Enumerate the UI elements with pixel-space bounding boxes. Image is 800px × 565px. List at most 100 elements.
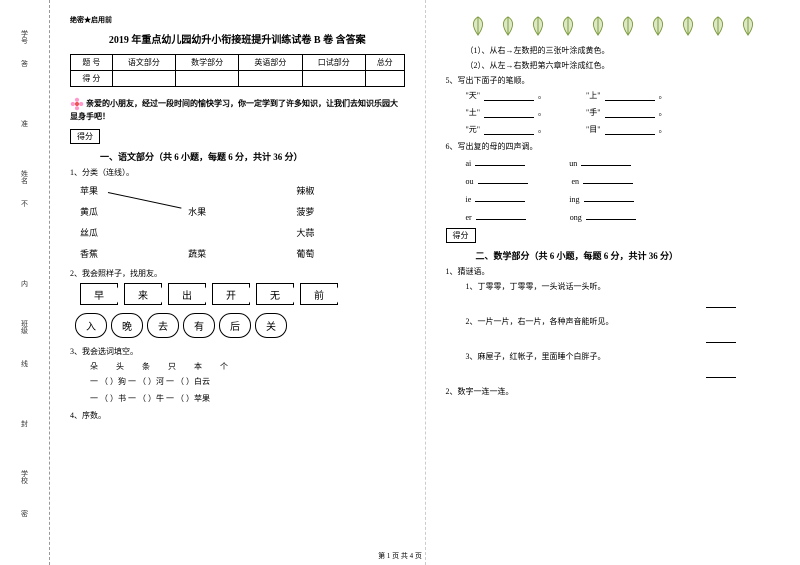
question-5: 5、写出下面子的笔顺。 (446, 75, 781, 86)
blank-line (584, 192, 634, 202)
margin-label: 班级 (20, 320, 30, 334)
blank-line (586, 210, 636, 220)
margin-hint: 答 (20, 60, 30, 67)
math-q2: 2、数字一连一连。 (446, 386, 781, 397)
score-table: 题 号 语文部分 数学部分 英语部分 口试部分 总分 得 分 (70, 54, 405, 87)
blank-line (605, 125, 655, 135)
instruction-1: （1）、从右→左数把的三张叶涂成黄色。 (466, 45, 781, 56)
flag-item: 前 (300, 283, 338, 305)
section-title: 二、数学部分（共 6 小题，每题 6 分，共计 36 分） (476, 249, 781, 262)
right-column: （1）、从右→左数把的三张叶涂成黄色。 （2）、从左→右数把第六章叶涂成红色。 … (426, 0, 800, 565)
pinyin-item: ai (466, 159, 472, 168)
leaf-icon (614, 15, 642, 37)
score-cell (175, 71, 238, 87)
section-title: 一、语文部分（共 6 小题，每题 6 分，共计 36 分） (100, 150, 405, 163)
stroke-char: "手" (586, 107, 601, 118)
pinyin-row: ai un (466, 156, 781, 168)
blank-line (581, 156, 631, 166)
stroke-row: "元"。 "目"。 (466, 124, 781, 135)
cloud-item: 去 (147, 313, 179, 338)
secret-label: 绝密★启用前 (70, 15, 405, 25)
margin-label: 学号 (20, 30, 30, 44)
char-options: 朵 头 条 只 本 个 (90, 361, 405, 372)
pinyin-item: er (466, 213, 472, 222)
word-item: 菠萝 (296, 205, 404, 218)
leaf-icon (644, 15, 672, 37)
instruction-2: （2）、从左→右数把第六章叶涂成红色。 (466, 60, 781, 71)
flag-item: 无 (256, 283, 294, 305)
word-item: 葡萄 (296, 247, 404, 260)
flag-item: 早 (80, 283, 118, 305)
content-area: 绝密★启用前 2019 年重点幼儿园幼升小衔接班提升训练试卷 B 卷 含答案 题… (50, 0, 800, 565)
leaf-icon (524, 15, 552, 37)
cloud-item: 晚 (111, 313, 143, 338)
flag-item: 出 (168, 283, 206, 305)
leaf-icon (674, 15, 702, 37)
score-header: 数学部分 (175, 55, 238, 71)
word-item: 大蒜 (296, 226, 404, 239)
leaf-row (446, 15, 781, 37)
pinyin-item: ong (570, 213, 582, 222)
score-cell (302, 71, 365, 87)
blank-line (484, 91, 534, 101)
riddle-1: 1、丁零零，丁零零，一头说话一头听。 (466, 281, 781, 292)
margin-hint: 不 (20, 200, 30, 207)
blank-line (583, 174, 633, 184)
flag-row-1: 早 来 出 开 无 前 (80, 283, 405, 305)
blank-line (706, 333, 736, 343)
paper-title: 2019 年重点幼儿园幼升小衔接班提升训练试卷 B 卷 含答案 (70, 31, 405, 46)
word-item: 香蕉 (80, 247, 188, 260)
leaf-icon (734, 15, 762, 37)
stroke-char: "天" (466, 90, 481, 101)
word-item: 辣椒 (296, 184, 404, 197)
margin-hint: 封 (20, 420, 30, 427)
blank-line (475, 192, 525, 202)
leaf-icon (704, 15, 732, 37)
stroke-row: "天"。 "上"。 (466, 90, 781, 101)
blank-line (475, 156, 525, 166)
word-item: 水果 (188, 205, 296, 218)
leaf-icon (494, 15, 522, 37)
score-header: 语文部分 (112, 55, 175, 71)
fill-line: 一 （ ）狗 一 （ ）河 一 （ ）白云 (90, 376, 405, 387)
pinyin-row: er ong (466, 210, 781, 222)
pinyin-item: ie (466, 195, 472, 204)
pinyin-item: ing (569, 195, 579, 204)
score-header: 总分 (365, 55, 404, 71)
question-4: 4、序数。 (70, 410, 405, 421)
blank-line (706, 298, 736, 308)
score-header: 口试部分 (302, 55, 365, 71)
binding-margin: 学号 答 准 姓名 不 内 班级 线 封 学校 密 (0, 0, 50, 565)
stroke-char: "目" (586, 124, 601, 135)
score-row-label: 得 分 (71, 71, 113, 87)
stroke-char: "元" (466, 124, 481, 135)
pinyin-item: ou (466, 177, 474, 186)
blank-line (706, 368, 736, 378)
score-cell (239, 71, 302, 87)
intro-content: 亲爱的小朋友，经过一段时间的愉快学习，你一定学到了许多知识，让我们去知识乐园大显… (70, 99, 398, 121)
score-cell (365, 71, 404, 87)
cloud-item: 后 (219, 313, 251, 338)
margin-hint: 准 (20, 120, 30, 127)
word-item: 蔬菜 (188, 247, 296, 260)
question-1: 1、分类（连线）。 (70, 167, 405, 178)
score-cell (112, 71, 175, 87)
blank-line (476, 210, 526, 220)
cloud-row: 入 晚 去 有 后 关 (75, 313, 405, 338)
flower-icon (70, 97, 84, 111)
math-q1: 1、猜谜语。 (446, 266, 781, 277)
cloud-item: 有 (183, 313, 215, 338)
cloud-item: 入 (75, 313, 107, 338)
question-3: 3、我会选词填空。 (70, 346, 405, 357)
question-6: 6、写出复的母的四声调。 (446, 141, 781, 152)
margin-label: 学校 (20, 470, 30, 484)
score-header: 英语部分 (239, 55, 302, 71)
blank-line (484, 108, 534, 118)
leaf-icon (584, 15, 612, 37)
page-root: 学号 答 准 姓名 不 内 班级 线 封 学校 密 绝密★启用前 2019 年重… (0, 0, 800, 565)
left-column: 绝密★启用前 2019 年重点幼儿园幼升小衔接班提升训练试卷 B 卷 含答案 题… (50, 0, 426, 565)
stroke-row: "土"。 "手"。 (466, 107, 781, 118)
page-footer: 第 1 页 共 4 页 (378, 551, 422, 561)
intro-text: 亲爱的小朋友，经过一段时间的愉快学习，你一定学到了许多知识，让我们去知识乐园大显… (70, 97, 405, 123)
blank-line (605, 108, 655, 118)
